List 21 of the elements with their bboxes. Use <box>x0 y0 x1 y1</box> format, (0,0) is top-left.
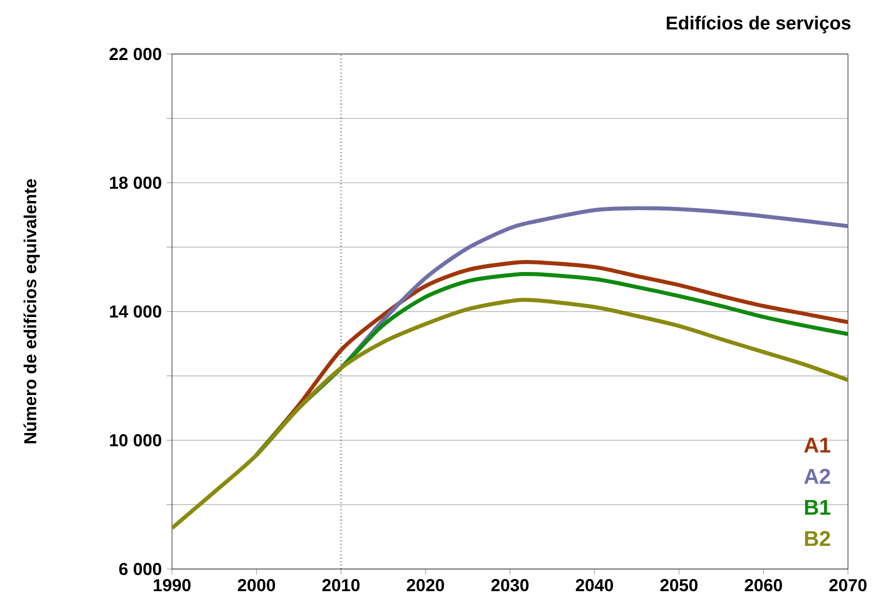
x-tick-label: 2060 <box>744 579 782 592</box>
x-tick-label: 2020 <box>406 579 444 592</box>
y-tick-label: 14 000 <box>110 305 162 318</box>
y-tick-label: 6 000 <box>119 562 162 576</box>
x-tick-label: 2030 <box>491 579 529 592</box>
y-axis-title: Número de edifícios equivalente <box>23 179 40 444</box>
text: A2 <box>804 468 830 484</box>
line-series <box>172 298 848 530</box>
y-tick-label: 10 000 <box>110 434 162 446</box>
text: A1 <box>804 438 830 452</box>
x-tick-label: 2000 <box>238 579 276 592</box>
y-tick-label: 18 000 <box>110 176 162 189</box>
text: B2 <box>805 531 830 546</box>
x-tick-label: 2070 <box>829 579 867 592</box>
y-tick-label: 22 000 <box>110 48 162 60</box>
chart-title: Edifícios de serviços <box>666 16 850 34</box>
x-tick-label: 1990 <box>154 579 191 592</box>
x-tick-label: 2040 <box>576 579 614 592</box>
x-tick-label: 2010 <box>322 579 360 592</box>
text: B1 <box>805 500 830 515</box>
x-tick-label: 2050 <box>660 579 698 592</box>
